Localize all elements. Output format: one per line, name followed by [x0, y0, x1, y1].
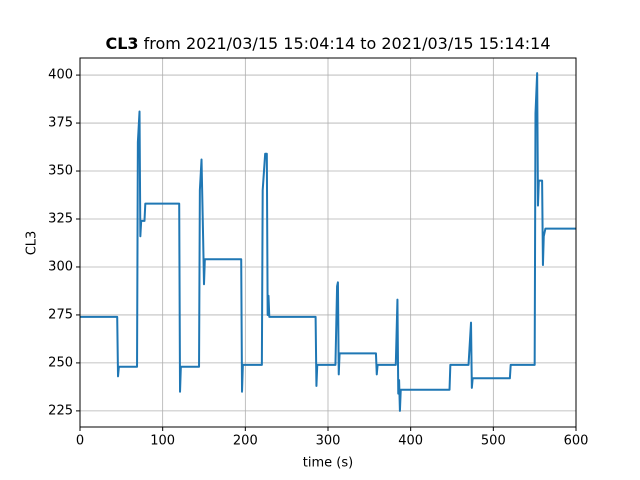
- data-line: [80, 72, 576, 412]
- y-tick-label: 375: [48, 116, 73, 131]
- title-rest: from 2021/03/15 15:04:14 to 2021/03/15 1…: [144, 34, 551, 53]
- plot-frame: [79, 57, 577, 428]
- x-tick-label: 500: [481, 434, 506, 449]
- x-tick-label: 600: [564, 434, 589, 449]
- x-tick-label: 100: [150, 434, 175, 449]
- x-tick-label: 200: [233, 434, 258, 449]
- x-tick-label: 0: [76, 434, 84, 449]
- x-axis-label: time (s): [303, 456, 353, 471]
- x-tick-label: 300: [316, 434, 341, 449]
- y-tick-label: 225: [48, 403, 73, 418]
- title-bold: CL3: [105, 34, 138, 53]
- chart-title: CL3 from 2021/03/15 15:04:14 to 2021/03/…: [105, 34, 550, 53]
- y-tick-label: 350: [48, 164, 73, 179]
- y-tick-label: 300: [48, 259, 73, 274]
- y-tick-label: 250: [48, 355, 73, 370]
- y-tick-label: 275: [48, 307, 73, 322]
- y-axis-label: CL3: [25, 231, 40, 256]
- y-tick-label: 325: [48, 211, 73, 226]
- y-tick-label: 400: [48, 68, 73, 83]
- x-tick-label: 400: [398, 434, 423, 449]
